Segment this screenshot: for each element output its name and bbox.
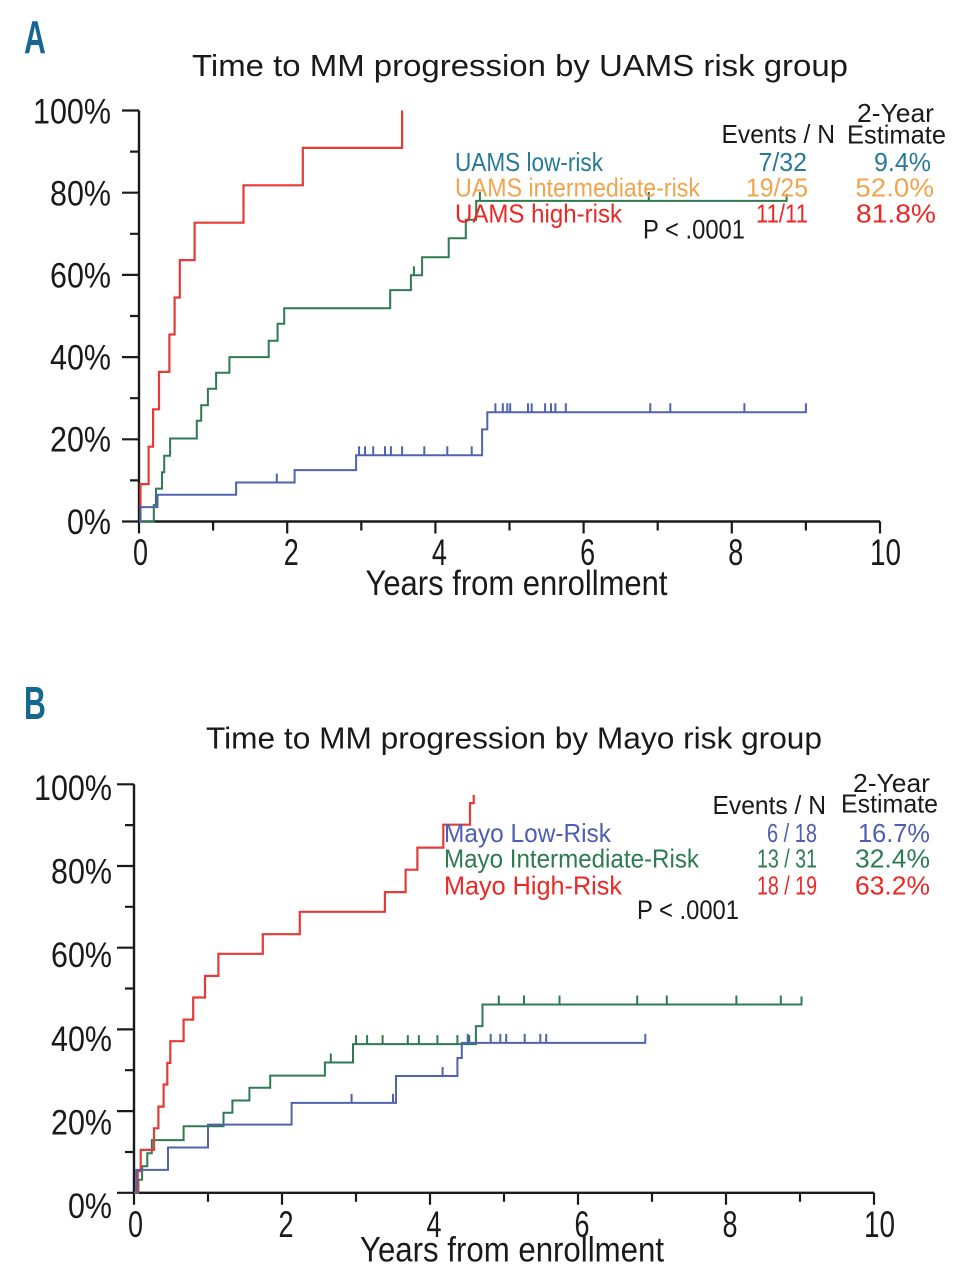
svg-text:16.7%: 16.7% [858,818,930,848]
svg-text:Time to MM progression by Mayo: Time to MM progression by Mayo risk grou… [206,721,822,756]
svg-text:Years from enrollment: Years from enrollment [366,564,668,603]
svg-text:8: 8 [728,532,743,573]
svg-text:A: A [24,13,46,64]
svg-text:11/11: 11/11 [756,199,808,229]
svg-text:UAMS low-risk: UAMS low-risk [455,147,604,177]
svg-text:Events / N: Events / N [713,790,827,820]
svg-text:4: 4 [427,1204,442,1245]
svg-text:9.4%: 9.4% [874,147,931,177]
svg-text:0: 0 [128,1204,143,1245]
svg-text:0: 0 [133,532,148,573]
svg-text:60%: 60% [50,256,111,296]
svg-text:Years from enrollment: Years from enrollment [360,1231,664,1270]
svg-text:Mayo Intermediate-Risk: Mayo Intermediate-Risk [444,844,700,874]
svg-text:60%: 60% [51,935,112,975]
svg-text:7/32: 7/32 [759,147,808,177]
svg-text:B: B [24,679,46,730]
svg-text:Mayo High-Risk: Mayo High-Risk [444,871,623,901]
svg-text:Events / N: Events / N [722,119,836,149]
svg-text:2: 2 [279,1204,294,1245]
svg-text:32.4%: 32.4% [855,844,930,874]
svg-text:40%: 40% [51,1019,112,1059]
svg-text:19/25: 19/25 [746,173,808,203]
svg-text:P < .0001: P < .0001 [637,895,739,925]
svg-text:6: 6 [575,1204,590,1245]
svg-text:8: 8 [723,1204,738,1245]
svg-text:40%: 40% [50,338,111,378]
svg-text:81.8%: 81.8% [856,199,936,229]
svg-text:20%: 20% [50,420,111,460]
svg-text:2-Year: 2-Year [857,98,934,128]
svg-text:100%: 100% [34,768,112,808]
svg-text:Estimate: Estimate [841,789,938,819]
svg-text:0%: 0% [67,502,111,542]
svg-text:2-Year: 2-Year [853,768,930,798]
svg-text:18 / 19: 18 / 19 [757,871,817,901]
svg-text:63.2%: 63.2% [855,871,930,901]
svg-text:80%: 80% [51,852,112,892]
svg-text:6 / 18: 6 / 18 [767,818,817,848]
svg-text:Time to MM progression by UAMS: Time to MM progression by UAMS risk grou… [192,48,848,83]
svg-text:100%: 100% [33,92,111,132]
svg-text:13 / 31: 13 / 31 [757,844,817,874]
svg-text:2: 2 [284,532,299,573]
svg-text:UAMS intermediate-risk: UAMS intermediate-risk [455,173,701,203]
svg-text:0%: 0% [68,1186,112,1226]
svg-text:80%: 80% [50,174,111,214]
svg-text:4: 4 [432,532,447,573]
svg-text:6: 6 [580,532,595,573]
svg-text:52.0%: 52.0% [855,173,934,203]
svg-text:20%: 20% [51,1103,112,1143]
svg-text:P < .0001: P < .0001 [643,215,745,245]
svg-text:10: 10 [870,532,901,573]
svg-text:Mayo Low-Risk: Mayo Low-Risk [444,818,612,848]
svg-text:Estimate: Estimate [847,120,946,150]
svg-text:10: 10 [864,1204,895,1245]
svg-text:UAMS high-risk: UAMS high-risk [455,199,623,229]
